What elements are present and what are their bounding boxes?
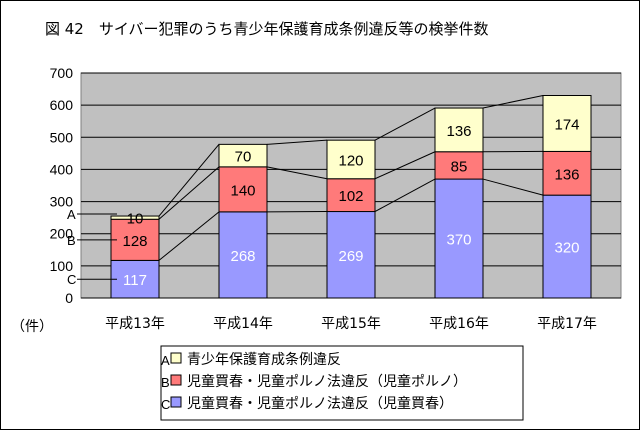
data-label: 117 [123,272,147,289]
legend-swatch-B [171,375,181,385]
series-marker-B: B [67,233,76,248]
series-marker-C: C [67,272,76,287]
data-label: 370 [446,232,471,249]
y-tick-label: 700 [50,65,74,81]
x-tick-label: 平成17年 [537,316,597,332]
data-label: 269 [338,248,363,265]
x-axis-labels: 平成13年 平成14年 平成15年 平成16年 平成17年 [105,316,597,332]
y-tick-label: 600 [50,97,74,113]
legend: A 青少年保護育成条例違反 B 児童買春・児童ポルノ法違反（児童ポルノ） C 児童買春・児… [161,346,523,420]
legend-label: 青少年保護育成条例違反 [187,351,341,368]
y-tick-label: 400 [50,161,74,177]
data-label: 136 [446,123,471,140]
legend-key-letter: A [161,353,170,368]
chart-title: 図 42 サイバー犯罪のうち青少年保護育成条例違反等の検挙件数 [45,20,489,38]
legend-key-letter: C [161,397,170,412]
data-label: 120 [338,152,363,169]
legend-swatch-A [171,353,181,363]
y-tick-label: 0 [65,290,73,306]
x-tick-label: 平成13年 [105,316,165,332]
legend-label: 児童買春・児童ポルノ法違反（児童ポルノ） [187,373,467,390]
data-label: 128 [122,233,147,250]
data-label: 10 [127,211,144,228]
data-label: 268 [230,248,255,265]
data-label: 174 [554,116,579,133]
legend-label: 児童買春・児童ポルノ法違反（児童買春） [187,395,453,412]
x-tick-label: 平成16年 [429,316,489,332]
data-label: 85 [451,158,468,175]
y-tick-label: 500 [50,129,74,145]
legend-swatch-C [171,397,181,407]
data-label: 136 [554,166,579,183]
legend-key-letter: B [161,375,170,390]
data-label: 70 [235,149,252,166]
x-tick-label: 平成15年 [321,316,381,332]
data-label: 140 [230,182,255,199]
data-label: 102 [338,188,363,205]
series-marker-A: A [67,207,76,222]
data-label: 320 [554,240,579,257]
unit-label: （件） [11,319,53,335]
x-tick-label: 平成14年 [213,316,273,332]
